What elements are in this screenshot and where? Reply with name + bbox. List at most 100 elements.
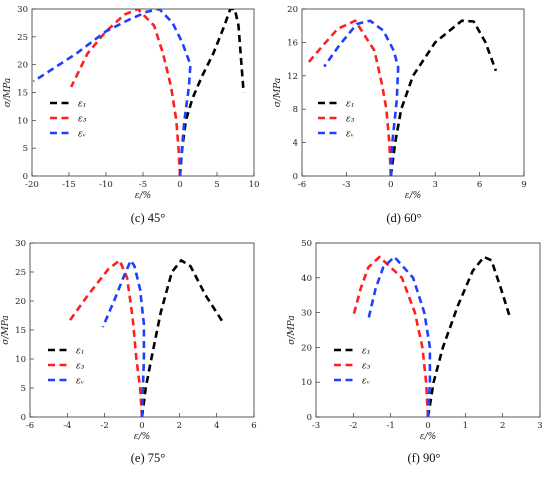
legend-label: ε₃ xyxy=(78,115,87,125)
y-tick-label: 30 xyxy=(301,309,312,319)
series-line-epsv xyxy=(367,255,432,417)
x-tick-label: -6 xyxy=(26,421,34,431)
y-axis-label: σ/MPa xyxy=(273,78,283,107)
series-line-eps3 xyxy=(70,9,182,176)
legend: ε₁ ε₃ εᵥ xyxy=(334,347,371,387)
y-tick-label: 5 xyxy=(21,384,26,394)
y-tick-label: 5 xyxy=(23,144,28,154)
y-tick-label: 20 xyxy=(301,343,312,353)
y-tick-label: 30 xyxy=(17,5,28,15)
series-line-eps1 xyxy=(389,19,498,176)
panel-caption: (d) 60° xyxy=(386,211,421,225)
y-axis-label: σ/MPa xyxy=(3,78,13,107)
y-tick-label: 20 xyxy=(287,5,298,15)
x-tick-label: 0 xyxy=(388,180,393,190)
y-tick-label: 0 xyxy=(21,413,26,423)
panel-caption: (e) 75° xyxy=(131,451,166,465)
legend: ε₁ ε₃ εᵥ xyxy=(50,100,87,140)
series-line-epsv xyxy=(101,259,146,417)
y-tick-label: 15 xyxy=(17,89,28,99)
legend-label: ε₃ xyxy=(346,115,355,125)
series-line-eps3 xyxy=(305,19,393,176)
x-tick-label: 2 xyxy=(177,421,182,431)
y-tick-label: 30 xyxy=(15,239,26,249)
y-tick-label: 20 xyxy=(17,61,28,71)
series-line-epsv xyxy=(32,9,192,176)
x-tick-label: 3 xyxy=(537,421,542,431)
legend: ε₁ ε₃ εᵥ xyxy=(318,100,355,140)
x-tick-label: 0 xyxy=(139,421,144,431)
x-tick-label: 10 xyxy=(249,180,260,190)
x-axis-label: ε/% xyxy=(134,432,150,442)
y-tick-label: 40 xyxy=(301,274,312,284)
y-tick-label: 4 xyxy=(293,139,298,149)
y-tick-label: 15 xyxy=(15,326,26,336)
legend-label: ε₁ xyxy=(362,347,370,357)
series-line-eps1 xyxy=(426,255,512,417)
legend-label: ε₁ xyxy=(346,100,354,110)
y-tick-label: 0 xyxy=(307,413,312,423)
x-tick-label: 3 xyxy=(432,180,437,190)
x-tick-label: 5 xyxy=(214,180,219,190)
legend-label: ε₁ xyxy=(76,347,84,357)
x-tick-label: -2 xyxy=(101,421,109,431)
x-tick-label: 4 xyxy=(214,421,219,431)
y-tick-label: 0 xyxy=(293,172,298,182)
panel-caption: (c) 45° xyxy=(131,211,166,225)
series-line-eps1 xyxy=(140,259,224,417)
y-tick-label: 0 xyxy=(23,172,28,182)
y-tick-label: 25 xyxy=(15,268,26,278)
x-tick-label: 6 xyxy=(477,180,482,190)
y-tick-label: 20 xyxy=(15,297,26,307)
legend-label: εᵥ xyxy=(362,377,370,387)
legend-label: ε₃ xyxy=(362,362,371,372)
y-axis-label: σ/MPa xyxy=(1,315,11,344)
x-tick-label: -1 xyxy=(387,421,395,431)
legend-label: εᵥ xyxy=(78,130,86,140)
legend-label: ε₁ xyxy=(78,100,86,110)
x-tick-label: 9 xyxy=(521,180,526,190)
series-line-eps3 xyxy=(352,255,430,417)
x-tick-label: 1 xyxy=(463,421,468,431)
series-line-epsv xyxy=(323,19,400,176)
x-axis-label: ε/% xyxy=(420,432,436,442)
x-tick-label: -6 xyxy=(298,180,306,190)
y-tick-label: 10 xyxy=(17,116,28,126)
x-tick-label: -10 xyxy=(99,180,113,190)
y-tick-label: 10 xyxy=(15,355,26,365)
x-tick-label: 0 xyxy=(425,421,430,431)
legend: ε₁ ε₃ εᵥ xyxy=(48,347,85,387)
x-axis-label: ε/% xyxy=(135,191,151,201)
legend-label: ε₃ xyxy=(76,362,85,372)
y-axis-label: σ/MPa xyxy=(287,315,297,344)
x-tick-label: -3 xyxy=(312,421,320,431)
x-tick-label: -2 xyxy=(349,421,357,431)
panel-caption: (f) 90° xyxy=(407,451,440,465)
plot-frame xyxy=(301,8,525,177)
x-tick-label: -5 xyxy=(139,180,147,190)
plot-frame xyxy=(31,8,255,177)
y-tick-label: 12 xyxy=(287,72,298,82)
y-tick-label: 16 xyxy=(287,38,298,48)
x-tick-label: 2 xyxy=(500,421,505,431)
series-line-eps3 xyxy=(68,259,144,417)
legend-label: εᵥ xyxy=(76,377,84,387)
y-tick-label: 8 xyxy=(293,105,298,115)
x-tick-label: -15 xyxy=(62,180,76,190)
y-tick-label: 25 xyxy=(17,33,28,43)
x-tick-label: -4 xyxy=(63,421,71,431)
y-tick-label: 50 xyxy=(301,239,312,249)
x-tick-label: 0 xyxy=(177,180,182,190)
legend-label: εᵥ xyxy=(346,130,354,140)
x-axis-label: ε/% xyxy=(405,191,421,201)
x-tick-label: -20 xyxy=(25,180,39,190)
y-tick-label: 10 xyxy=(301,378,312,388)
chart-panel-3: -6 -4 -2 0 2 4 6 0 5 10 15 20 25 30 ε/% σ/MPa ε₁ ε₃ εᵥ (e) … xyxy=(1,239,257,465)
x-tick-label: 6 xyxy=(251,421,256,431)
x-tick-label: -3 xyxy=(342,180,350,190)
chart-panel-2: -6 -3 0 3 6 9 0 4 8 12 16 20 ε/% σ/MPa ε₁ ε₃ εᵥ (d) 60° xyxy=(273,5,527,225)
series-line-eps1 xyxy=(178,9,245,176)
